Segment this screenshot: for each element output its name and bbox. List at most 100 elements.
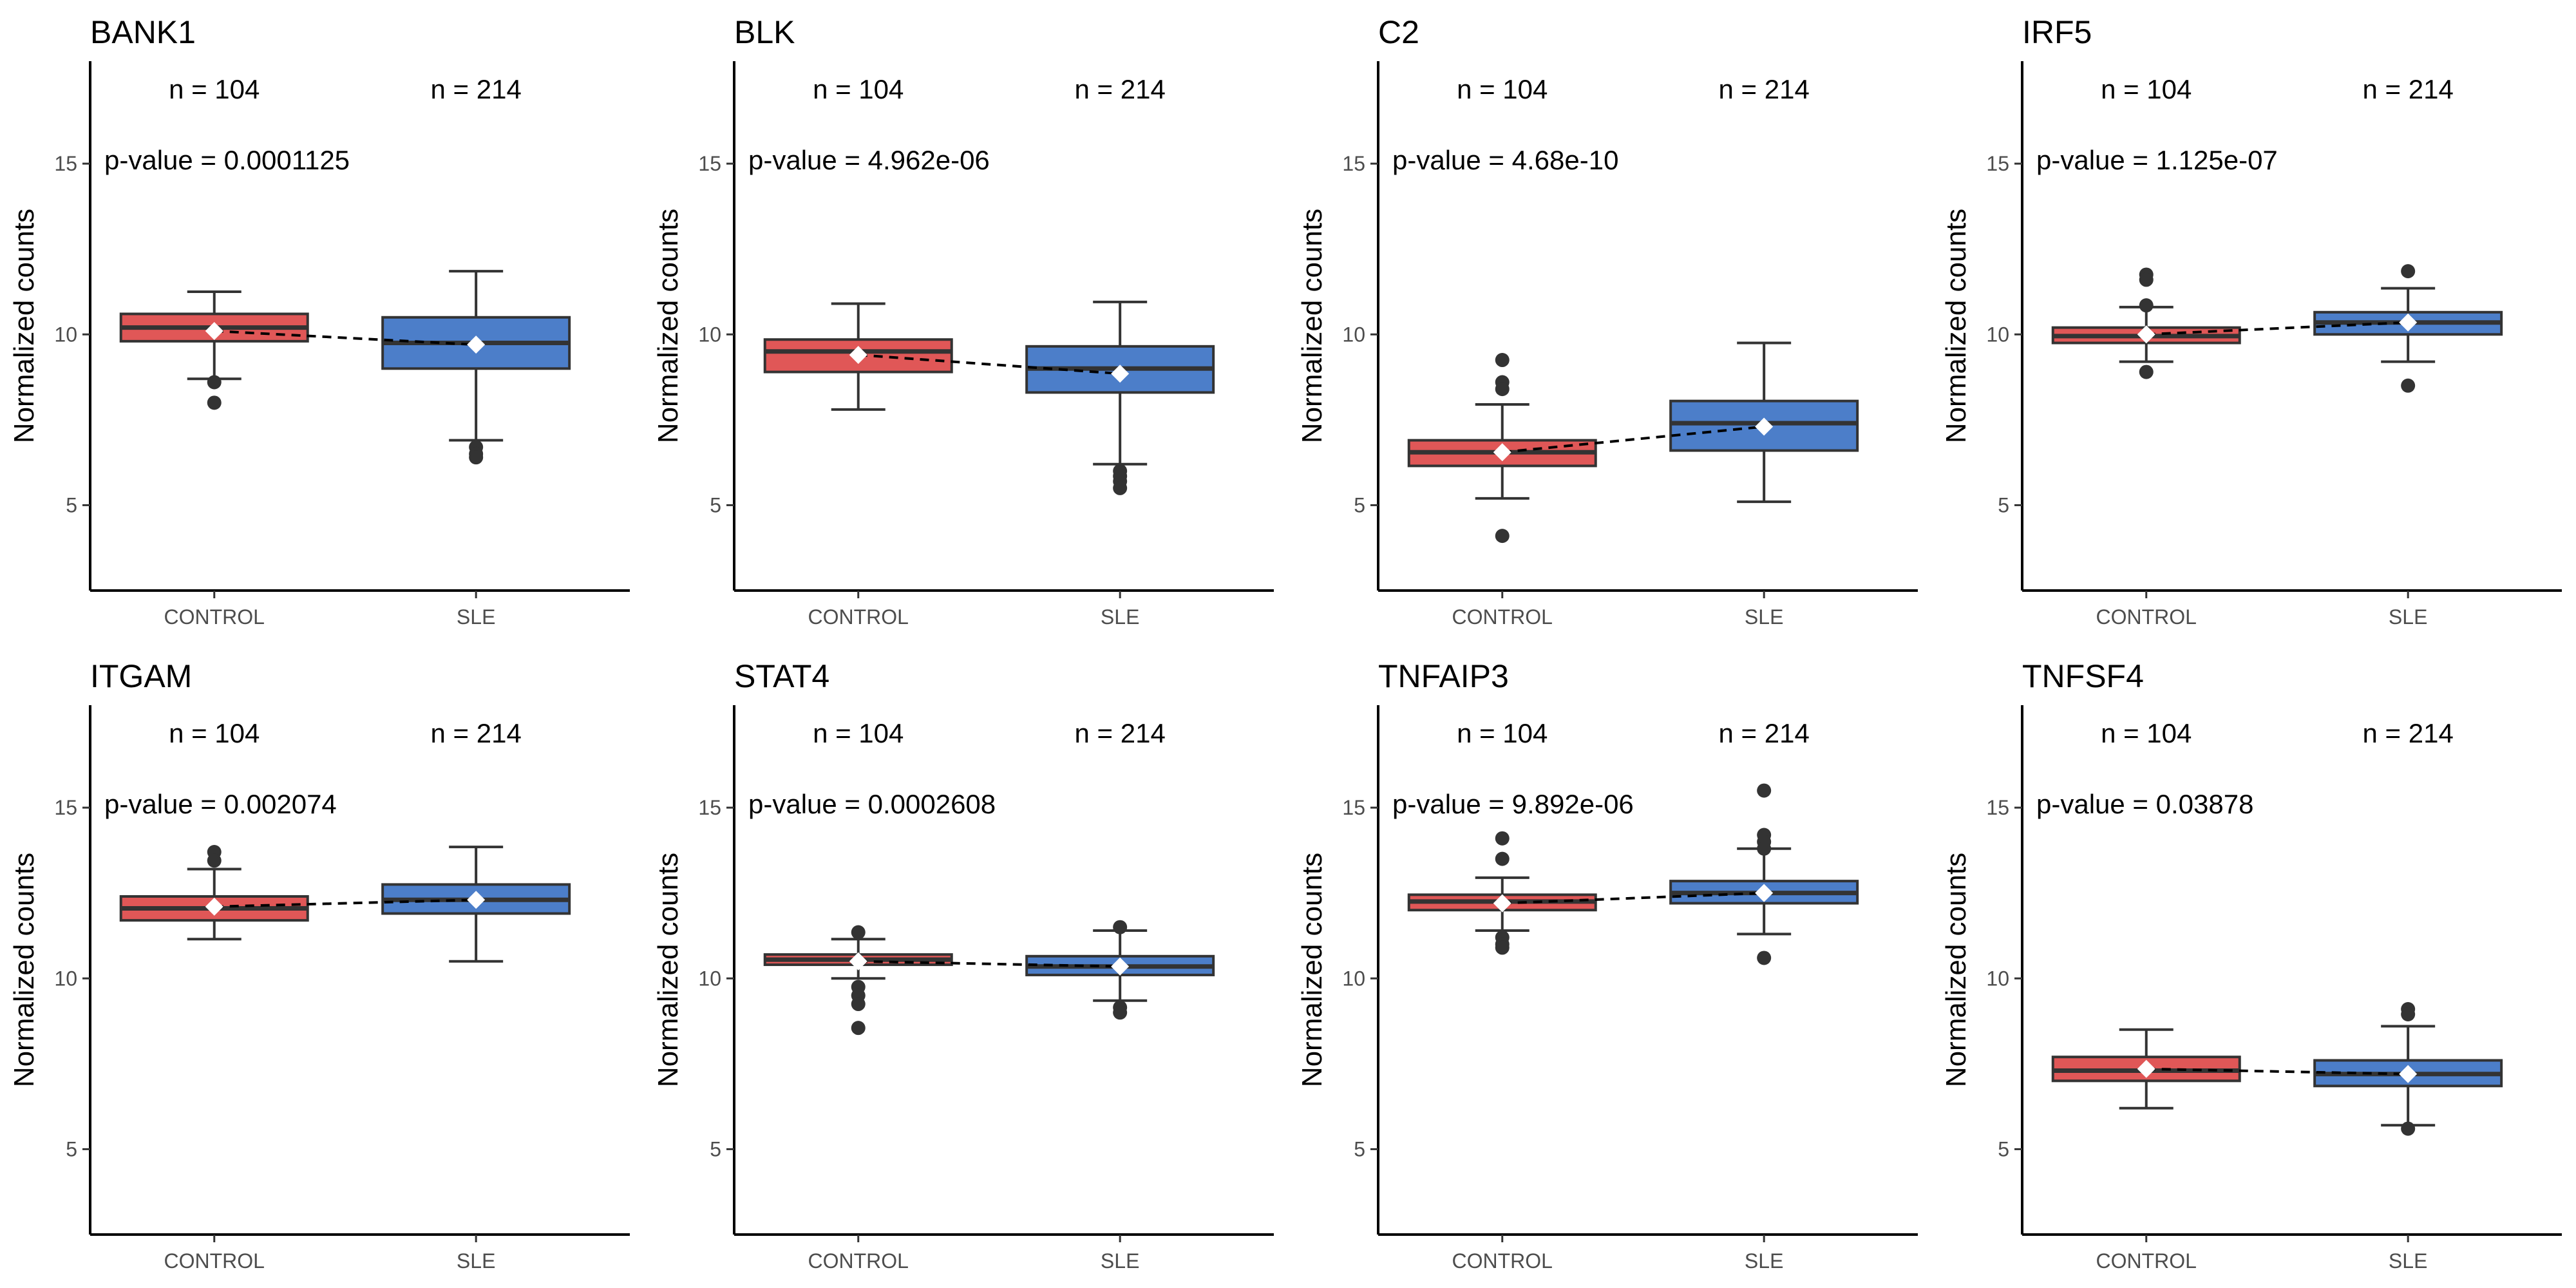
x-tick-label: SLE (1101, 605, 1139, 629)
mean-trend-line (1502, 891, 1765, 905)
panel-tnfsf4: TNFSF4 5 10 15 Normalized counts CONTROL SLE n … (1940, 658, 2562, 1273)
n-label: n = 214 (431, 74, 522, 104)
mean-marker (1111, 365, 1130, 383)
outlier-point (2139, 272, 2154, 287)
outlier-point (207, 395, 222, 410)
n-label: n = 104 (169, 74, 260, 104)
panel-title: STAT4 (734, 658, 829, 694)
mean-trend-line (858, 960, 1121, 968)
y-axis-title: Normalized counts (8, 209, 40, 443)
outlier-point (1113, 920, 1128, 934)
outlier-point (1757, 841, 1772, 856)
outlier-point (2401, 1007, 2416, 1021)
y-tick-label: 15 (1342, 796, 1365, 819)
y-tick-label: 10 (54, 323, 77, 346)
y-tick-label: 15 (1986, 796, 2009, 819)
mean-marker (849, 952, 867, 971)
panel-stat4: STAT4 5 10 15 Normalized counts CONTROL SLE n =… (652, 658, 1274, 1273)
n-label: n = 104 (2101, 74, 2192, 104)
mean-marker (1755, 884, 1774, 902)
y-tick-label: 10 (1986, 967, 2009, 990)
mean-trend-line (2146, 1067, 2409, 1075)
y-axis-title: Normalized counts (1296, 209, 1328, 443)
outlier-point (1495, 529, 1510, 544)
y-tick-label: 15 (1986, 152, 2009, 175)
panel-title: BANK1 (90, 14, 196, 50)
n-label: n = 104 (813, 718, 904, 748)
mean-marker (467, 891, 486, 909)
y-tick-label: 10 (1986, 323, 2009, 346)
y-axis-title: Normalized counts (1940, 853, 1972, 1087)
outlier-point (2139, 298, 2154, 313)
outlier-point (1495, 851, 1510, 866)
panel-irf5: IRF5 5 10 15 Normalized counts CONTROL SLE n = … (1940, 14, 2562, 629)
x-tick-label: CONTROL (1452, 605, 1553, 629)
y-tick-label: 10 (1342, 323, 1365, 346)
y-tick-label: 15 (698, 152, 721, 175)
y-tick-label: 10 (698, 323, 721, 346)
outlier-point (1113, 1005, 1128, 1020)
panel-tnfaip3: TNFAIP3 5 10 15 Normalized counts CONTROL SLE n… (1296, 658, 1918, 1273)
outlier-point (1495, 940, 1510, 955)
outlier-point (2401, 378, 2416, 393)
y-tick-label: 15 (698, 796, 721, 819)
x-tick-label: SLE (1745, 605, 1783, 629)
x-tick-label: SLE (1101, 1249, 1139, 1273)
outlier-point (469, 450, 484, 465)
box-sle (1025, 300, 1215, 495)
box-control (1407, 831, 1597, 955)
mean-marker (1111, 957, 1130, 976)
panel-title: TNFAIP3 (1378, 658, 1509, 694)
outlier-point (1113, 480, 1128, 495)
y-tick-label: 10 (1342, 967, 1365, 990)
outlier-point (2139, 365, 2154, 379)
mean-marker (1755, 417, 1774, 436)
y-axis-title: Normalized counts (652, 209, 684, 443)
mean-marker (849, 346, 867, 365)
x-tick-label: SLE (457, 605, 495, 629)
y-tick-label: 10 (54, 967, 77, 990)
mean-marker (467, 336, 486, 354)
pvalue-label: p-value = 4.962e-06 (748, 145, 990, 175)
outlier-point (1495, 353, 1510, 368)
n-label: n = 214 (2363, 74, 2454, 104)
n-label: n = 104 (1457, 718, 1548, 748)
y-axis-title: Normalized counts (1296, 853, 1328, 1087)
outlier-point (207, 853, 222, 868)
n-label: n = 214 (2363, 718, 2454, 748)
box-sle (381, 270, 571, 465)
n-label: n = 214 (1719, 74, 1810, 104)
n-label: n = 214 (1719, 718, 1810, 748)
outlier-point (1495, 831, 1510, 846)
y-axis-title: Normalized counts (652, 853, 684, 1087)
n-label: n = 214 (1075, 74, 1166, 104)
x-tick-label: CONTROL (808, 605, 909, 629)
y-axis-title: Normalized counts (8, 853, 40, 1087)
y-tick-label: 5 (1354, 1137, 1365, 1160)
mean-marker (205, 321, 223, 340)
x-tick-label: CONTROL (2096, 1249, 2197, 1273)
mean-marker (1493, 894, 1511, 913)
panel-title: ITGAM (90, 658, 192, 694)
y-axis-title: Normalized counts (1940, 209, 1972, 443)
panel-title: C2 (1378, 14, 1419, 50)
mean-trend-line (214, 329, 477, 346)
mean-marker (2399, 1065, 2418, 1083)
outlier-point (851, 1021, 866, 1036)
pvalue-label: p-value = 0.002074 (104, 789, 337, 819)
mean-marker (1493, 443, 1511, 462)
mean-marker (2399, 313, 2418, 332)
outlier-point (207, 375, 222, 390)
y-tick-label: 15 (1342, 152, 1365, 175)
pvalue-label: p-value = 0.0002608 (748, 789, 996, 819)
outlier-point (2401, 264, 2416, 279)
outlier-point (2401, 1121, 2416, 1136)
x-tick-label: CONTROL (1452, 1249, 1553, 1273)
outlier-point (1495, 382, 1510, 397)
x-tick-label: CONTROL (2096, 605, 2197, 629)
n-label: n = 214 (431, 718, 522, 748)
y-tick-label: 10 (698, 967, 721, 990)
box-sle (1669, 783, 1859, 965)
panel-itgam: ITGAM 5 10 15 Normalized counts CONTROL SLE n =… (8, 658, 630, 1273)
panel-title: BLK (734, 14, 795, 50)
